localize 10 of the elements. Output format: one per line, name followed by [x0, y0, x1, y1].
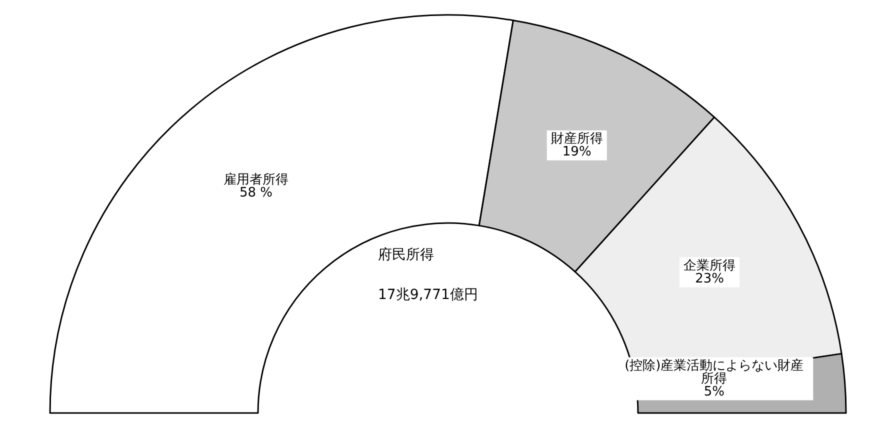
data-label: 19%	[562, 144, 592, 160]
text: 17兆9,771億円	[378, 287, 478, 303]
slice-label: 財産所得	[550, 130, 603, 146]
slice-label: 企業所得	[684, 258, 736, 274]
slice-label: (控除)産業活動によらない財産所得	[624, 357, 804, 386]
data-label: 58 %	[239, 185, 272, 200]
data-label: 5%	[704, 384, 724, 400]
slice-label: 雇用者所得	[223, 171, 288, 188]
data-label: 23%	[695, 271, 724, 286]
text: 府民所得	[378, 247, 434, 263]
